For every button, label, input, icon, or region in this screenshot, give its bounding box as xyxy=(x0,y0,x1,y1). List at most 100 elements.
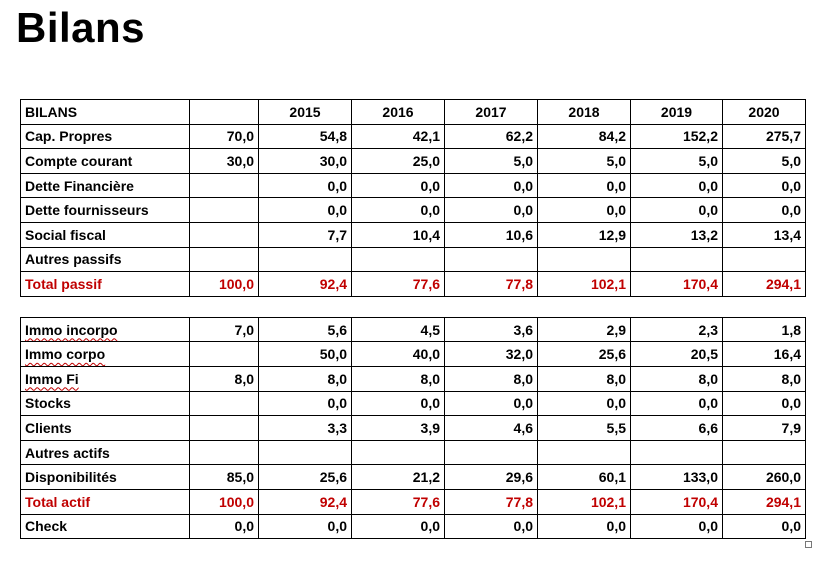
value-cell[interactable]: 0,0 xyxy=(722,172,806,199)
value-cell[interactable]: 13,4 xyxy=(722,221,806,248)
value-cell[interactable]: 16,4 xyxy=(722,341,806,367)
value-cell[interactable]: 0,0 xyxy=(537,197,631,223)
value-cell[interactable]: 62,2 xyxy=(444,123,538,150)
header-year[interactable]: 2015 xyxy=(258,99,352,125)
value-cell[interactable]: 100,0 xyxy=(189,271,259,297)
value-cell[interactable] xyxy=(189,221,259,248)
value-cell[interactable]: 294,1 xyxy=(722,271,806,297)
row-label[interactable]: Immo Fi xyxy=(20,365,190,392)
header-year[interactable]: 2016 xyxy=(351,99,445,125)
value-cell[interactable]: 40,0 xyxy=(351,341,445,367)
value-cell[interactable]: 0,0 xyxy=(722,390,806,417)
header-year[interactable]: 2020 xyxy=(722,99,806,125)
value-cell[interactable]: 8,0 xyxy=(722,365,806,392)
value-cell[interactable]: 29,6 xyxy=(444,464,538,490)
value-cell[interactable] xyxy=(189,439,259,466)
value-cell[interactable]: 77,8 xyxy=(444,271,538,297)
row-label[interactable]: Immo incorpo xyxy=(20,316,190,343)
value-cell[interactable]: 10,6 xyxy=(444,221,538,248)
value-cell[interactable]: 85,0 xyxy=(189,464,259,490)
value-cell[interactable]: 133,0 xyxy=(630,464,723,490)
value-cell[interactable]: 92,4 xyxy=(258,488,352,515)
row-label[interactable]: Dette Financière xyxy=(20,172,190,199)
value-cell[interactable] xyxy=(537,439,631,466)
row-label[interactable]: Dette fournisseurs xyxy=(20,197,190,223)
value-cell[interactable]: 1,8 xyxy=(722,316,806,343)
value-cell[interactable]: 100,0 xyxy=(189,488,259,515)
value-cell[interactable]: 0,0 xyxy=(444,390,538,417)
value-cell[interactable]: 3,9 xyxy=(351,415,445,441)
row-label[interactable]: Autres actifs xyxy=(20,439,190,466)
value-cell[interactable]: 8,0 xyxy=(351,365,445,392)
value-cell[interactable]: 8,0 xyxy=(258,365,352,392)
row-label[interactable]: Cap. Propres xyxy=(20,123,190,150)
value-cell[interactable]: 13,2 xyxy=(630,221,723,248)
value-cell[interactable]: 77,6 xyxy=(351,488,445,515)
value-cell[interactable] xyxy=(189,341,259,367)
row-label[interactable]: Clients xyxy=(20,415,190,441)
value-cell[interactable]: 0,0 xyxy=(537,390,631,417)
value-cell[interactable]: 152,2 xyxy=(630,123,723,150)
value-cell[interactable]: 10,4 xyxy=(351,221,445,248)
value-cell[interactable] xyxy=(630,439,723,466)
header-year[interactable]: 2019 xyxy=(630,99,723,125)
value-cell[interactable]: 4,5 xyxy=(351,316,445,343)
value-cell[interactable]: 0,0 xyxy=(444,197,538,223)
value-cell[interactable]: 5,0 xyxy=(630,148,723,174)
value-cell[interactable]: 0,0 xyxy=(722,513,806,540)
value-cell[interactable]: 2,3 xyxy=(630,316,723,343)
value-cell[interactable]: 25,0 xyxy=(351,148,445,174)
value-cell[interactable]: 0,0 xyxy=(630,390,723,417)
value-cell[interactable] xyxy=(722,246,806,273)
value-cell[interactable] xyxy=(444,439,538,466)
value-cell[interactable]: 294,1 xyxy=(722,488,806,515)
value-cell[interactable]: 5,6 xyxy=(258,316,352,343)
value-cell[interactable]: 84,2 xyxy=(537,123,631,150)
value-cell[interactable]: 70,0 xyxy=(189,123,259,150)
row-label[interactable]: Total passif xyxy=(20,271,190,297)
value-cell[interactable] xyxy=(189,172,259,199)
value-cell[interactable]: 3,6 xyxy=(444,316,538,343)
row-label[interactable]: Compte courant xyxy=(20,148,190,174)
value-cell[interactable]: 0,0 xyxy=(258,513,352,540)
value-cell[interactable] xyxy=(189,246,259,273)
value-cell[interactable]: 102,1 xyxy=(537,488,631,515)
header-year[interactable] xyxy=(189,99,259,125)
value-cell[interactable]: 30,0 xyxy=(189,148,259,174)
row-label[interactable]: Autres passifs xyxy=(20,246,190,273)
value-cell[interactable]: 260,0 xyxy=(722,464,806,490)
value-cell[interactable]: 5,0 xyxy=(444,148,538,174)
header-year[interactable]: 2017 xyxy=(444,99,538,125)
value-cell[interactable]: 12,9 xyxy=(537,221,631,248)
value-cell[interactable]: 6,6 xyxy=(630,415,723,441)
value-cell[interactable]: 0,0 xyxy=(258,197,352,223)
value-cell[interactable]: 0,0 xyxy=(258,390,352,417)
value-cell[interactable] xyxy=(722,439,806,466)
value-cell[interactable]: 42,1 xyxy=(351,123,445,150)
header-year[interactable]: 2018 xyxy=(537,99,631,125)
value-cell[interactable]: 7,7 xyxy=(258,221,352,248)
value-cell[interactable]: 0,0 xyxy=(630,172,723,199)
value-cell[interactable]: 0,0 xyxy=(630,513,723,540)
value-cell[interactable] xyxy=(537,246,631,273)
resize-handle[interactable] xyxy=(805,541,812,548)
row-label[interactable]: Immo corpo xyxy=(20,341,190,367)
value-cell[interactable]: 8,0 xyxy=(537,365,631,392)
value-cell[interactable]: 0,0 xyxy=(630,197,723,223)
value-cell[interactable]: 170,4 xyxy=(630,488,723,515)
value-cell[interactable]: 50,0 xyxy=(258,341,352,367)
value-cell[interactable]: 0,0 xyxy=(258,172,352,199)
value-cell[interactable]: 4,6 xyxy=(444,415,538,441)
value-cell[interactable]: 0,0 xyxy=(444,513,538,540)
row-label[interactable]: Social fiscal xyxy=(20,221,190,248)
value-cell[interactable] xyxy=(351,246,445,273)
row-label[interactable]: Total actif xyxy=(20,488,190,515)
value-cell[interactable]: 21,2 xyxy=(351,464,445,490)
value-cell[interactable]: 5,0 xyxy=(537,148,631,174)
value-cell[interactable]: 8,0 xyxy=(444,365,538,392)
value-cell[interactable]: 20,5 xyxy=(630,341,723,367)
row-label[interactable]: Stocks xyxy=(20,390,190,417)
value-cell[interactable] xyxy=(189,390,259,417)
value-cell[interactable] xyxy=(189,415,259,441)
value-cell[interactable]: 60,1 xyxy=(537,464,631,490)
